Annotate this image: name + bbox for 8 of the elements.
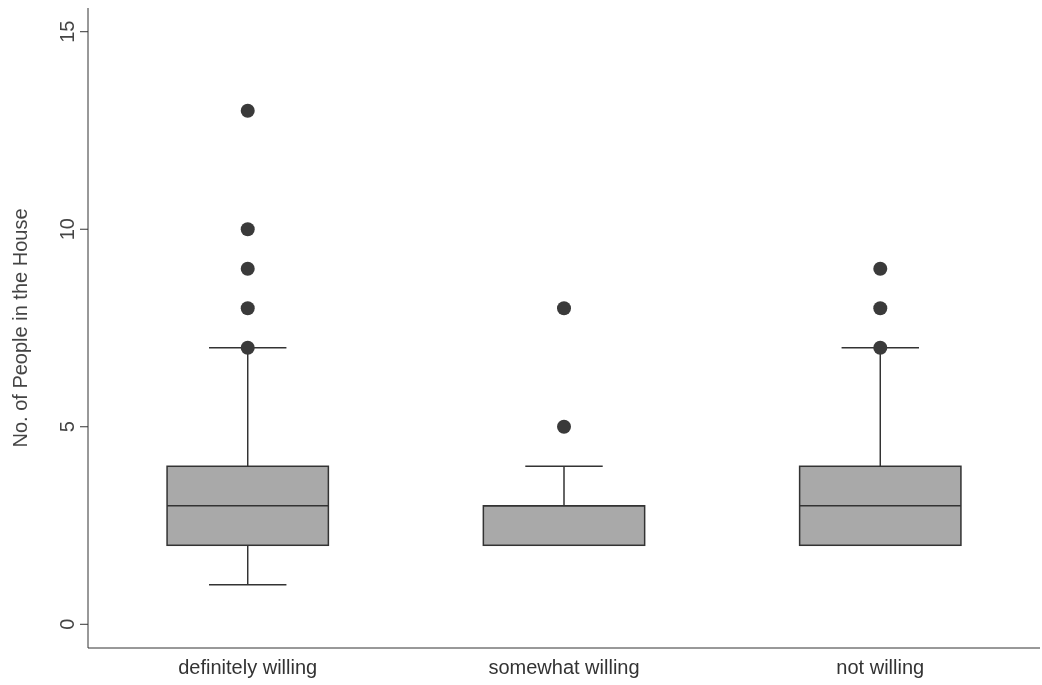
y-tick-label: 15 (56, 20, 78, 43)
y-tick-label: 10 (56, 218, 78, 241)
x-tick-label: not willing (836, 656, 925, 678)
y-tick-label: 5 (56, 421, 78, 433)
y-tick-label: 0 (56, 618, 78, 630)
x-tick-label: definitely willing (178, 656, 318, 678)
x-tick-label: somewhat willing (488, 656, 640, 678)
y-axis-title: No. of People in the House (9, 208, 32, 448)
